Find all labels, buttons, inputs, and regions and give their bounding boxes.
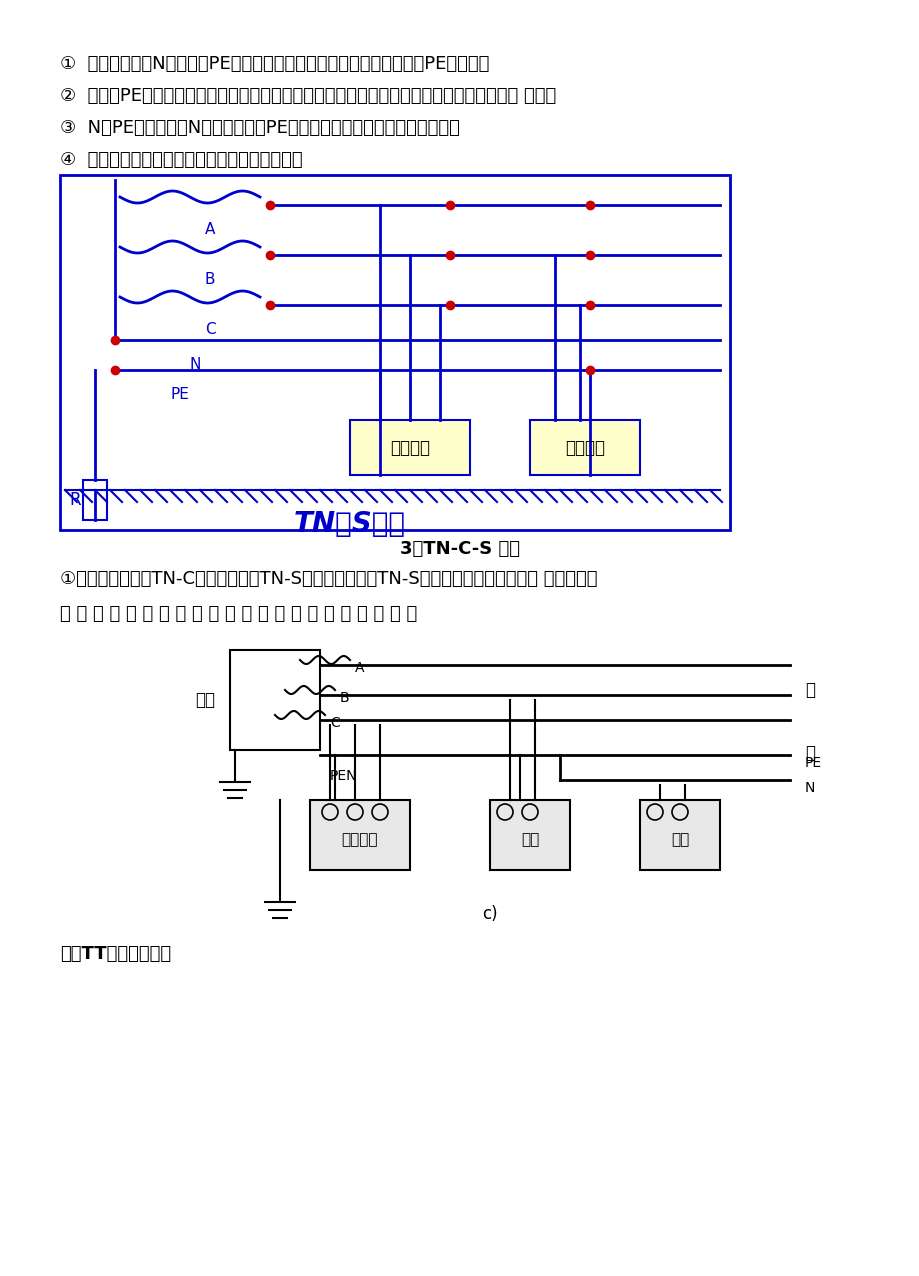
Text: R: R [69,491,81,509]
Text: 单相: 单相 [670,832,688,847]
FancyBboxPatch shape [529,420,640,475]
Text: ②  正常时PE上无电流，因此各设备不会产生电磁干扰，所以适用于数据处理和精密检测装置 使用。: ② 正常时PE上无电流，因此各设备不会产生电磁干扰，所以适用于数据处理和精密检测… [60,87,556,105]
Text: 负: 负 [804,681,814,699]
Bar [230,649,320,750]
Text: 配 电 系 统 末 端 环 境 较 差 或 有 数 据 处 理 设 备 的 场 所 。: 配 电 系 统 末 端 环 境 较 差 或 有 数 据 处 理 设 备 的 场 … [60,605,417,623]
Bar [310,800,410,870]
Text: ①  系统的中性线N和保护线PE是分开的，所有设备的金属外壳均与公共PE线相连。: ① 系统的中性线N和保护线PE是分开的，所有设备的金属外壳均与公共PE线相连。 [60,55,489,73]
Text: ①这种系统前边为TN-C系统，后边为TN-S系统（或部分为TN-S系统）。它兼有两系统的 优点，适于: ①这种系统前边为TN-C系统，后边为TN-S系统（或部分为TN-S系统）。它兼有… [60,570,596,588]
Text: 3）TN-C-S 系统: 3）TN-C-S 系统 [400,540,519,558]
Bar [490,800,570,870]
Text: 三相设备: 三相设备 [390,439,429,457]
Text: B: B [205,272,215,287]
Text: 三、TT系统的特点：: 三、TT系统的特点： [60,946,171,963]
Text: 单相: 单相 [520,832,539,847]
Text: A: A [205,222,215,237]
Text: ③  N和PE分开，则当N断线也不影响PE线上设备防触电要求，故安全性高。: ③ N和PE分开，则当N断线也不影响PE线上设备防触电要求，故安全性高。 [60,119,460,137]
Text: B: B [340,692,349,706]
Text: TN－S系统: TN－S系统 [294,510,405,538]
Text: C: C [330,716,339,730]
Text: PEN: PEN [330,769,357,783]
Text: PE: PE [170,387,189,402]
Text: N: N [189,357,200,373]
Text: 电源: 电源 [195,692,215,709]
Bar [83,480,107,521]
Text: ④  缺点是用材料多，投资大。在我国应用不多。: ④ 缺点是用材料多，投资大。在我国应用不多。 [60,151,302,168]
Text: 荷: 荷 [804,744,814,762]
Text: 单相设备: 单相设备 [564,439,605,457]
Bar [640,800,720,870]
Text: PE: PE [804,755,822,769]
Text: C: C [204,322,215,337]
Text: N: N [804,781,814,795]
Text: 三相设备: 三相设备 [341,832,378,847]
FancyBboxPatch shape [349,420,470,475]
Text: c): c) [482,905,497,923]
Text: A: A [355,661,364,675]
